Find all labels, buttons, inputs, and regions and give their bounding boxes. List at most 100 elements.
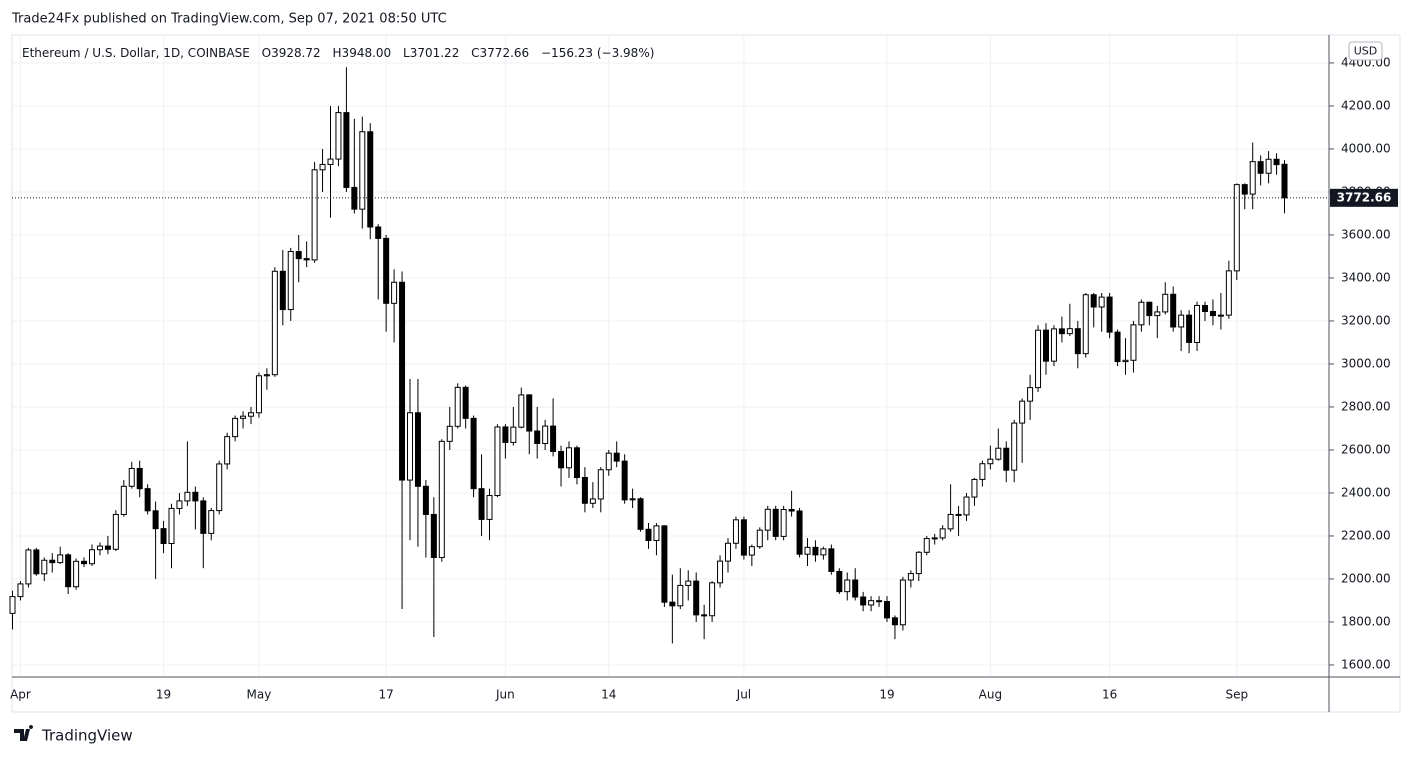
candle-body xyxy=(939,528,946,539)
y-tick-label: 3000.00 xyxy=(1341,356,1391,370)
candle-body xyxy=(1217,314,1224,317)
publish-header: Trade24Fx published on TradingView.com, … xyxy=(11,12,447,27)
candle-body xyxy=(1058,328,1065,335)
axes: 1600.00 1800.00 2000.00 2200.00 2400.00 2600.… xyxy=(10,35,1400,712)
candle-body xyxy=(430,513,437,558)
candle-body xyxy=(748,546,755,556)
candle-body xyxy=(645,528,652,541)
candle-body xyxy=(502,426,509,443)
candle-body xyxy=(367,131,374,228)
candle-body xyxy=(1146,301,1153,317)
candle-body xyxy=(462,386,469,419)
candle-body xyxy=(685,580,692,586)
legend-close: C3772.66 xyxy=(471,46,529,60)
candle-body xyxy=(1019,400,1026,424)
y-tick-label: 3600.00 xyxy=(1341,227,1391,241)
candle-body xyxy=(343,112,350,188)
candle-body xyxy=(756,529,763,548)
candle-body xyxy=(144,488,151,512)
y-tick-label: 2600.00 xyxy=(1341,442,1391,456)
candle-body xyxy=(184,491,191,502)
candle-body xyxy=(780,509,787,537)
candle-body xyxy=(788,509,795,512)
x-tick-label: Apr xyxy=(10,688,31,702)
y-tick-label: 1800.00 xyxy=(1341,614,1391,628)
candle-body xyxy=(73,560,80,588)
candle-body xyxy=(828,548,835,572)
candle-body xyxy=(1241,184,1248,195)
y-tick-label: 3200.00 xyxy=(1341,313,1391,327)
candle-body xyxy=(359,131,366,210)
y-tick-label: 2200.00 xyxy=(1341,528,1391,542)
candle-body xyxy=(407,412,413,481)
candle-body xyxy=(1138,301,1145,326)
candle-body xyxy=(422,485,429,515)
candle-body xyxy=(271,270,278,376)
last-price-label: 3772.66 xyxy=(1337,190,1392,204)
candle-body xyxy=(263,374,270,377)
candle-body xyxy=(25,549,32,585)
candle-body xyxy=(995,447,1002,460)
candle-body xyxy=(136,467,143,490)
candle-body xyxy=(1170,293,1177,328)
candle-body xyxy=(1035,329,1042,389)
candle-body xyxy=(1265,158,1272,174)
candle-body xyxy=(303,258,310,261)
x-tick-label: 16 xyxy=(1102,688,1117,702)
candle-body xyxy=(1114,331,1121,363)
brand-name: TradingView xyxy=(41,727,133,745)
candle-body xyxy=(375,226,382,239)
x-tick-label: 17 xyxy=(379,688,394,702)
candle-body xyxy=(81,560,88,565)
candle-body xyxy=(41,559,48,575)
candle-body xyxy=(637,498,644,530)
candle-body xyxy=(1209,310,1216,317)
candle-body xyxy=(820,548,827,556)
legend-symbol: Ethereum / U.S. Dollar, 1D, COINBASE xyxy=(22,46,250,60)
candle-body xyxy=(1194,304,1201,343)
candle-body xyxy=(89,549,95,565)
candle-body xyxy=(295,251,302,260)
candle-body xyxy=(494,426,501,497)
candle-body xyxy=(399,281,406,481)
candle-body xyxy=(987,458,994,465)
candle-body xyxy=(891,617,898,626)
candle-body xyxy=(1066,328,1073,335)
candle-body xyxy=(1082,294,1089,355)
candle-body xyxy=(804,546,811,555)
candle-body xyxy=(414,412,421,487)
y-tick-label: 1600.00 xyxy=(1341,657,1391,671)
candle-body xyxy=(438,440,445,558)
y-tick-label: 2000.00 xyxy=(1341,571,1391,585)
candle-body xyxy=(478,488,485,520)
candle-body xyxy=(1154,311,1161,317)
candle-body xyxy=(200,500,207,534)
candle-body xyxy=(764,508,771,531)
x-tick-label: Sep xyxy=(1225,688,1248,702)
candle-body xyxy=(255,375,262,414)
candle-body xyxy=(232,417,239,438)
candle-body xyxy=(1106,296,1113,333)
legend-low: L3701.22 xyxy=(403,46,459,60)
x-tick-label: Jun xyxy=(495,688,515,702)
currency-badge: USD xyxy=(1354,45,1378,58)
candle-body xyxy=(573,447,580,478)
candle-body xyxy=(319,163,326,171)
candle-body xyxy=(120,485,127,515)
candle-body xyxy=(1273,158,1280,166)
candle-body xyxy=(550,425,557,452)
candle-body xyxy=(279,270,286,311)
chart-frame xyxy=(11,34,1401,713)
candle-body xyxy=(589,498,596,504)
candle-body xyxy=(717,560,724,584)
x-tick-label: 19 xyxy=(156,688,171,702)
candle-body xyxy=(868,600,875,606)
candle-body xyxy=(1225,270,1232,316)
candle-body xyxy=(1003,447,1010,471)
candle-body xyxy=(661,525,668,603)
candle-body xyxy=(287,251,294,311)
y-tick-label: 2800.00 xyxy=(1341,399,1391,413)
candle-body xyxy=(518,394,525,428)
y-tick-label: 4200.00 xyxy=(1341,98,1391,112)
candle-body xyxy=(605,452,612,471)
